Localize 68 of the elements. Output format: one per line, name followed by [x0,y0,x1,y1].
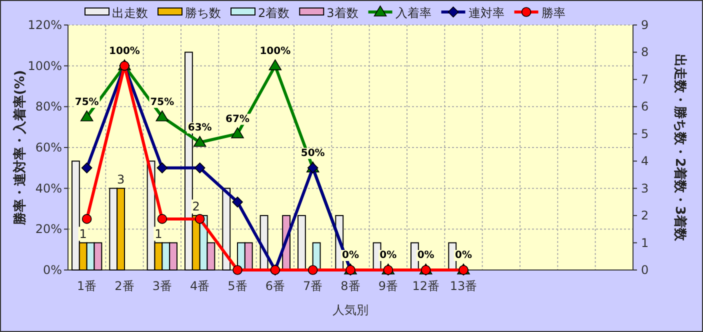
data-label: 75% [150,96,174,108]
bar [298,215,306,270]
x-axis-title: 人気別 [332,303,368,317]
y-tick-label: 120% [28,18,62,32]
x-tick-label: 7番 [303,279,323,293]
data-label: 3 [116,172,125,186]
point [156,110,169,122]
point [308,265,318,275]
data-label: 75% [74,96,99,108]
data-label: 67% [226,114,250,125]
data-label: 0% [380,250,397,261]
point [156,162,168,174]
y2-tick-label: 9 [641,18,649,32]
data-label: 1 [79,226,87,241]
y2-tick-label: 2 [641,208,649,223]
y2-tick-label: 4 [641,154,649,168]
legend-label: 3着数 [326,6,358,20]
data-label: 0% [342,250,359,261]
y2-tick-label: 0 [641,263,649,277]
x-tick-label: 2番 [114,279,134,293]
data-label: 1 [154,226,162,241]
x-tick-label: 12番 [412,279,440,293]
x-tick-label: 6番 [265,279,285,293]
point [193,136,206,147]
data-label: 0% [417,250,434,261]
legend-label: 連対率 [468,6,504,20]
point [157,214,168,224]
point [232,265,242,275]
y-tick-label: 20% [35,222,62,236]
data-label: 50% [300,148,325,159]
legend-label: 勝率 [541,6,566,20]
data-label: 100% [260,46,291,57]
point [81,162,92,174]
y-tick-label: 80% [35,100,62,114]
data-label: 2 [192,200,200,214]
x-tick-label: 5番 [228,279,248,293]
legend-label: 出走数 [112,6,148,20]
y2-tick-label: 7 [641,72,649,86]
data-label: 0% [455,250,472,261]
x-tick-label: 13番 [450,279,478,293]
point [231,127,244,138]
legend-label: 入着率 [395,6,432,20]
y2-tick-label: 5 [641,126,649,141]
y2-tick-label: 6 [641,100,649,114]
y-tick-label: 100% [28,58,62,73]
y2-tick-label: 8 [641,45,649,60]
data-label: 63% [188,122,212,134]
point [194,162,206,174]
y2-tick-label: 3 [641,181,649,196]
y2-tick-label: 1 [641,236,649,250]
point [268,59,282,70]
y-tick-label: 40% [35,181,62,196]
y-axis-title: 勝率・連対率・入着率(%) [12,70,28,226]
y-tick-label: 0% [42,263,62,277]
point [80,110,94,122]
legend-label: 勝ち数 [185,6,221,20]
legend-label: 2着数 [258,6,290,20]
data-label: 100% [109,46,140,57]
x-tick-label: 1番 [77,279,97,293]
x-tick-label: 8番 [340,279,360,293]
x-tick-label: 4番 [190,279,210,293]
point [82,214,92,224]
x-tick-label: 3番 [152,279,172,293]
point [194,214,205,224]
y-tick-label: 60% [35,140,62,154]
point [232,196,243,208]
x-tick-label: 9番 [378,279,398,293]
y2-axis-title: 出走数・勝ち数・2着数・3着数 [672,54,688,242]
